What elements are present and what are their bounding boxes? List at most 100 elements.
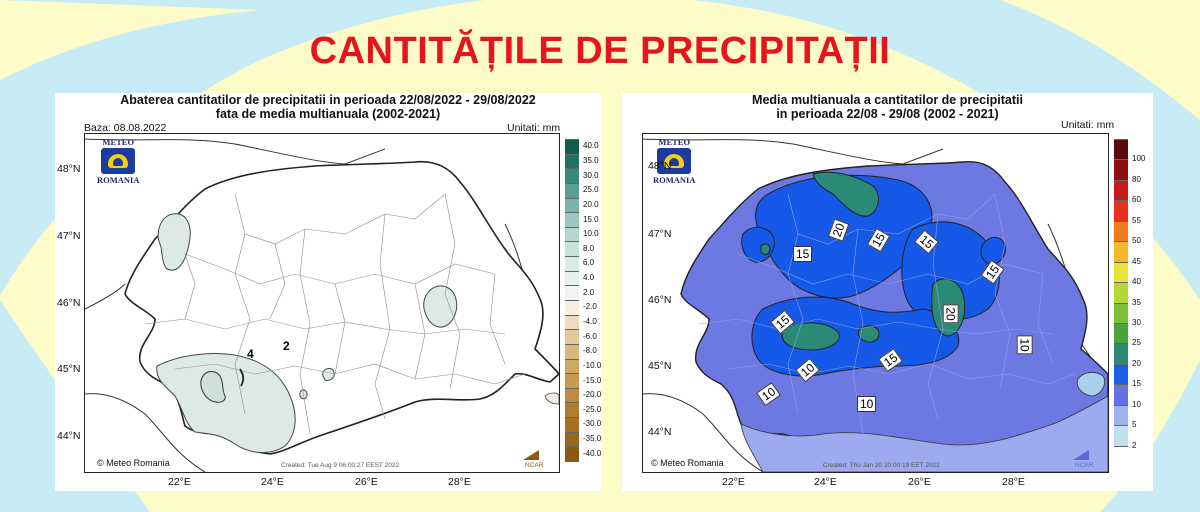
right_map-colorbar-label: 10	[1132, 399, 1141, 409]
left_map-colorbar-cell	[565, 402, 579, 419]
right-contour-label: 20	[942, 304, 959, 324]
right-meteo-logo: METEO ROMANIA	[653, 137, 696, 185]
right_map-colorbar-label: 5	[1132, 420, 1137, 430]
right_map-colorbar-label: 30	[1132, 317, 1141, 327]
right_map-colorbar-cell	[1114, 322, 1128, 345]
left_map-colorbar-cell	[565, 241, 579, 258]
right-map-title-line1: Media multianuala a cantitatilor de prec…	[752, 93, 1023, 107]
left_map-colorbar-label: 8.0	[583, 243, 595, 253]
left_map-colorbar-cell	[565, 197, 579, 214]
left_map-colorbar-label: 10.0	[583, 229, 599, 239]
left-ncar-icon	[523, 450, 539, 460]
right-lon-24: 24°E	[814, 476, 837, 488]
right-lat-47: 47°N	[648, 228, 672, 240]
right-map-title-line2: in perioada 22/08 - 29/08 (2002 - 2021)	[776, 107, 999, 121]
left_map-colorbar-cell	[565, 387, 579, 404]
left_map-colorbar-cell	[565, 358, 579, 375]
left-map-plot: METEO ROMANIA 4 2 © Meteo Romania Create…	[84, 133, 560, 473]
left_map-colorbar-cell	[565, 212, 579, 228]
right-contour-label: 10	[857, 396, 877, 412]
left_map-colorbar-cell	[565, 373, 579, 389]
left-lon-26: 26°E	[355, 476, 378, 488]
left_map-colorbar-label: -2.0	[583, 302, 597, 312]
left_map-colorbar-label: 30.0	[583, 170, 599, 180]
right_map-colorbar-cell	[1114, 302, 1128, 324]
left_map-colorbar-cell	[565, 182, 579, 199]
left_map-colorbar-label: -30.0	[583, 419, 602, 429]
left-lon-22: 22°E	[168, 476, 191, 488]
left-lat-47: 47°N	[57, 230, 81, 242]
left_map-colorbar-label: -40.0	[583, 448, 602, 458]
left-map-title-line2: fata de media multianuala (2002-2021)	[215, 107, 441, 121]
left-lon-24: 24°E	[261, 476, 284, 488]
right-map-panel: Media multianuala a cantitatilor de prec…	[622, 93, 1153, 491]
right_map-colorbar-cell	[1114, 404, 1128, 427]
right-lat-48: 48°N	[648, 160, 672, 172]
left_map-colorbar-cell	[565, 285, 579, 301]
right-lat-44: 44°N	[648, 426, 672, 438]
right-lon-28: 28°E	[1002, 476, 1025, 488]
right_map-colorbar-cell	[1114, 179, 1128, 202]
left_map-colorbar-label: -15.0	[583, 375, 602, 385]
left-meteo-logo: METEO ROMANIA	[97, 137, 140, 185]
left_map-colorbar-label: 25.0	[583, 185, 599, 195]
right_map-colorbar-label: 100	[1132, 154, 1146, 164]
left_map-colorbar-label: -4.0	[583, 316, 597, 326]
left_map-colorbar-cell	[565, 343, 579, 360]
right-contour-label: 10	[1016, 335, 1033, 355]
page-title: CANTITĂȚILE DE PRECIPITAȚII	[309, 30, 891, 72]
right_map-colorbar-cell	[1114, 241, 1128, 263]
left-lon-28: 28°E	[448, 476, 471, 488]
right-copyright: © Meteo Romania	[651, 458, 724, 468]
right_map-colorbar-label: 55	[1132, 215, 1141, 225]
right_map-colorbar-label: 50	[1132, 236, 1141, 246]
right-ncar-label: NCAR	[1075, 462, 1094, 469]
left_map-colorbar-cell	[565, 329, 579, 345]
left_map-colorbar-label: 40.0	[583, 141, 599, 151]
right-colorbar: 100 80 60 55 50 45 40 35 30 25 20 15 10 5 2	[1114, 139, 1150, 467]
left_map-colorbar-label: 6.0	[583, 258, 595, 268]
left-map-title-line1: Abaterea cantitatilor de precipitatii in…	[120, 93, 536, 107]
right_map-colorbar-label: 60	[1132, 195, 1141, 205]
right-created-stamp: Created: Thu Jan 20 20:00:19 EET 2022	[823, 462, 940, 469]
right-ncar-icon	[1073, 450, 1089, 460]
left_map-colorbar-label: -10.0	[583, 360, 602, 370]
right_map-colorbar-cell	[1114, 384, 1128, 406]
right_map-colorbar-label: 15	[1132, 379, 1141, 389]
left-map-panel: Abaterea cantitatilor de precipitatii in…	[55, 93, 601, 491]
left_map-colorbar-label: -8.0	[583, 346, 597, 356]
left_map-colorbar-cell	[565, 314, 579, 331]
left_map-colorbar-label: -20.0	[583, 390, 602, 400]
left_map-colorbar-cell	[565, 226, 579, 243]
right_map-colorbar-label: 40	[1132, 277, 1141, 287]
right_map-colorbar-label: 80	[1132, 174, 1141, 184]
right-lat-45: 45°N	[648, 360, 672, 372]
left-contour-label-4: 4	[247, 347, 254, 361]
right_map-colorbar-cell	[1114, 261, 1128, 284]
left_map-colorbar-cell	[565, 417, 579, 433]
left_map-colorbar-label: 2.0	[583, 287, 595, 297]
right_map-colorbar-cell	[1114, 425, 1128, 447]
right-map-units: Unitati: mm	[1061, 119, 1115, 131]
left_map-colorbar-cell	[565, 446, 579, 462]
right-lon-26: 26°E	[908, 476, 931, 488]
left-logo-icon	[101, 148, 136, 174]
right_map-colorbar-label: 45	[1132, 256, 1141, 266]
right_map-colorbar-cell	[1114, 282, 1128, 304]
left-lat-45: 45°N	[57, 363, 81, 375]
left_map-colorbar-cell	[565, 256, 579, 272]
left_map-colorbar-cell	[565, 300, 579, 316]
left-map-base-date: Baza: 08.08.2022	[84, 122, 167, 134]
left_map-colorbar-label: 15.0	[583, 214, 599, 224]
left-logo-bottom-text: ROMANIA	[97, 175, 140, 185]
left-map-svg	[85, 138, 559, 472]
left-logo-top-text: METEO	[102, 137, 135, 147]
left_map-colorbar-cell	[565, 431, 579, 448]
right_map-colorbar-cell	[1114, 220, 1128, 243]
right_map-colorbar-cell	[1114, 200, 1128, 222]
left-colorbar: 40.0 35.0 30.0 25.0 20.0 15.0 10.0 8.0 6.0 4.0 2.0…	[565, 139, 602, 462]
left-created-stamp: Created: Tue Aug 9 06:00:27 EEST 2022	[281, 462, 400, 469]
left_map-colorbar-cell	[565, 168, 579, 184]
right-contour-label: 15	[793, 246, 813, 262]
right_map-colorbar-label: 35	[1132, 297, 1141, 307]
